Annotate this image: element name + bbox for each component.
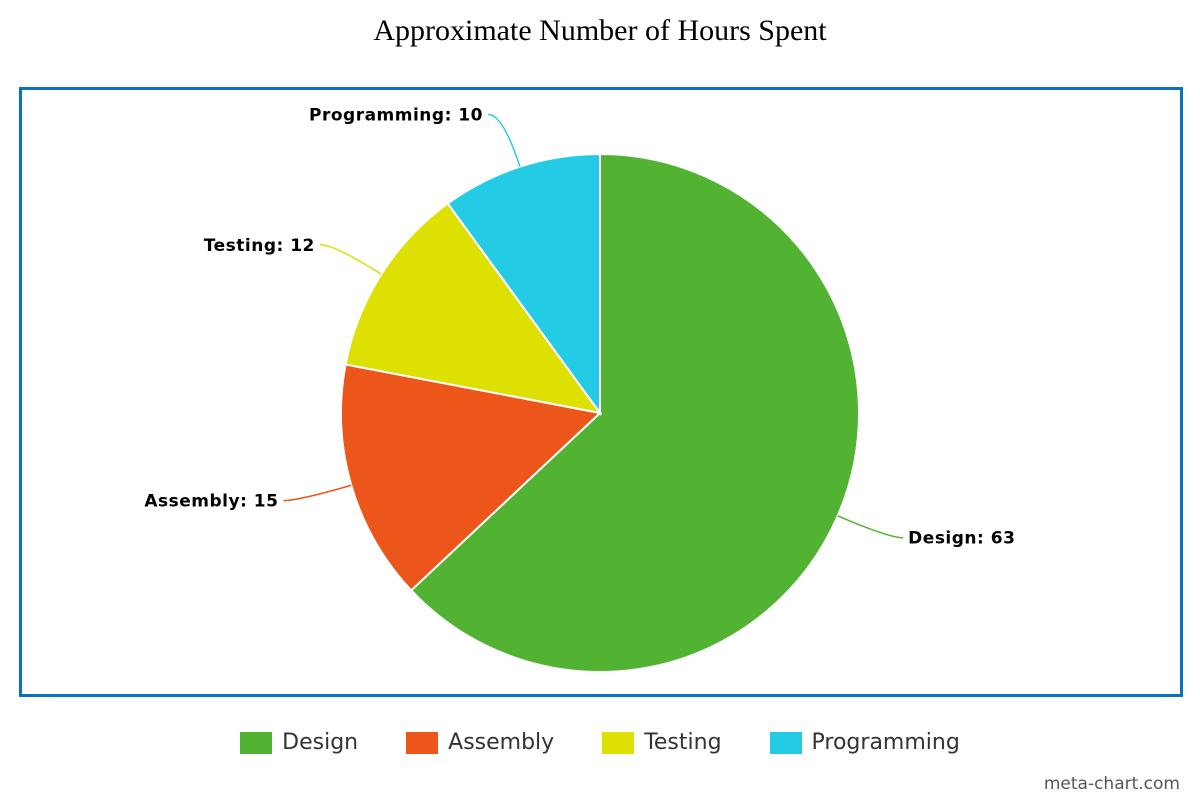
legend: Design Assembly Testing Programming (0, 730, 1200, 755)
connector-line (283, 484, 352, 502)
credit-link[interactable]: meta-chart.com (1043, 774, 1180, 794)
legend-swatch (769, 731, 802, 754)
legend-item-testing[interactable]: Testing (602, 730, 722, 755)
legend-swatch (602, 731, 635, 754)
legend-label: Programming (811, 730, 960, 755)
legend-label: Testing (644, 730, 722, 755)
legend-label: Assembly (448, 730, 555, 755)
connector-line (837, 515, 904, 539)
pie-slice-programming[interactable] (446, 152, 601, 417)
data-label-assembly: Assembly: 15 (144, 492, 278, 512)
legend-swatch (240, 731, 273, 754)
legend-item-design[interactable]: Design (240, 730, 358, 755)
data-label-programming: Programming: 10 (309, 105, 483, 125)
legend-swatch (406, 731, 439, 754)
legend-item-assembly[interactable]: Assembly (406, 730, 554, 755)
pie-slice-testing[interactable] (344, 202, 603, 415)
connector-line (487, 113, 521, 167)
chart-title: Approximate Number of Hours Spent (373, 14, 827, 47)
legend-label: Design (282, 730, 359, 755)
legend-item-programming[interactable]: Programming (769, 730, 960, 755)
pie-slice-assembly[interactable] (340, 363, 603, 592)
data-label-design: Design: 63 (908, 529, 1015, 549)
pie-slice-design[interactable] (409, 152, 860, 673)
chart-frame (19, 87, 1183, 697)
data-label-testing: Testing: 12 (204, 236, 315, 256)
connector-line (319, 244, 382, 275)
